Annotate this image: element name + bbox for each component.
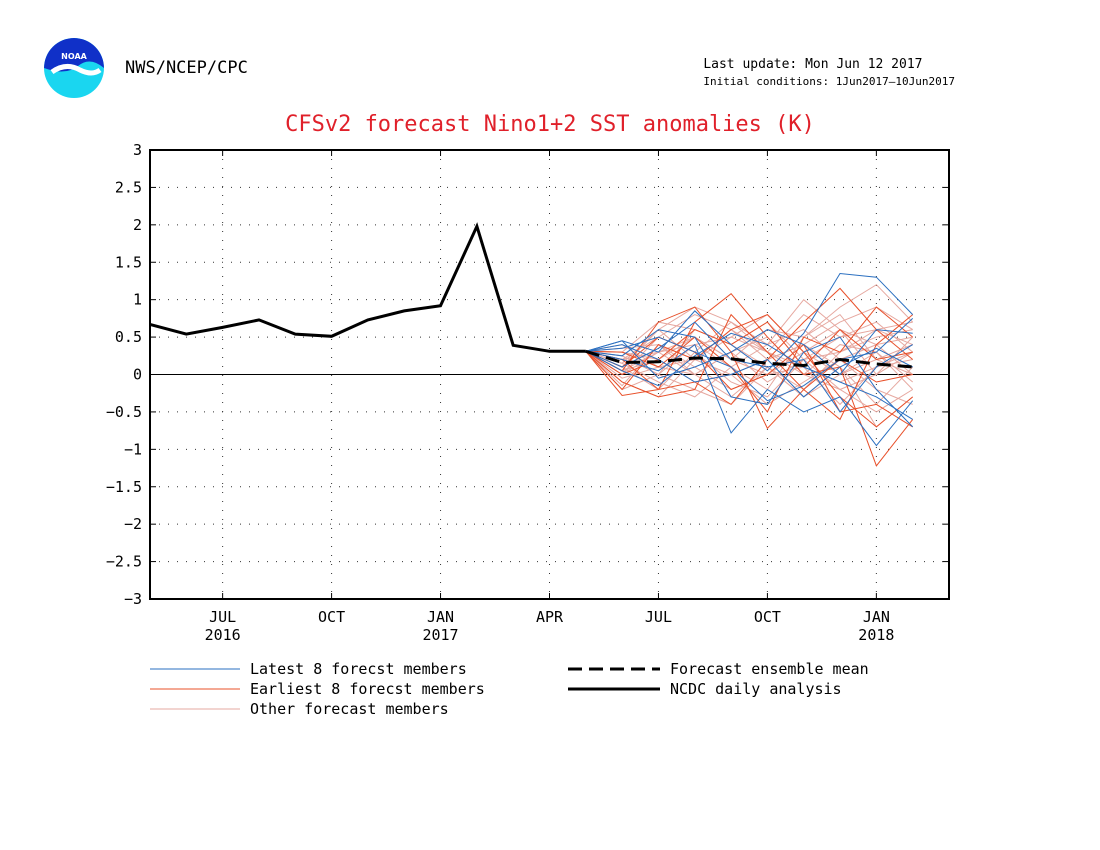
grid — [150, 150, 949, 599]
y-tick-label: 2.5 — [115, 178, 142, 196]
x-tick-label: OCT — [318, 608, 345, 626]
last-update: Last update: Mon Jun 12 2017 — [703, 57, 923, 72]
earliest-member-line — [585, 321, 913, 376]
y-tick-label: −1 — [124, 440, 142, 458]
legend-mean-label: Forecast ensemble mean — [670, 660, 869, 678]
org-label: NWS/NCEP/CPC — [125, 58, 248, 78]
x-tick-label: JUL — [645, 608, 672, 626]
analysis-line — [149, 222, 586, 353]
latest-member-line — [585, 329, 914, 428]
y-tick-label: 3 — [133, 141, 142, 159]
y-tick-label: 0 — [133, 366, 142, 384]
earliest-member-line — [585, 293, 914, 467]
x-tick-year: 2016 — [205, 626, 241, 644]
x-tick-label: OCT — [754, 608, 781, 626]
y-tick-label: −3 — [124, 590, 142, 608]
logo-top — [44, 38, 104, 72]
latest-member-line — [585, 321, 913, 413]
y-tick-label: 1 — [133, 291, 142, 309]
x-tick-label: JAN — [427, 608, 454, 626]
x-tick-label: APR — [536, 608, 564, 626]
x-tick-year: 2017 — [422, 626, 458, 644]
logo-bird — [50, 64, 102, 76]
y-tick-label: −2.5 — [106, 553, 142, 571]
y-tick-label: 0.5 — [115, 328, 142, 346]
legend-analysis-label: NCDC daily analysis — [670, 680, 842, 698]
y-tick-label: −0.5 — [106, 403, 142, 421]
main-lines — [149, 222, 913, 369]
latest-member-line — [585, 329, 913, 379]
legend-latest-label: Latest 8 forecst members — [250, 660, 467, 678]
initial-conditions: Initial conditions: 1Jun2017–10Jun2017 — [703, 75, 955, 88]
update-info: Last update: Mon Jun 12 2017 Initial con… — [703, 56, 955, 90]
latest-member-line — [585, 272, 914, 372]
forecast-members — [585, 272, 914, 467]
y-tick-label: −2 — [124, 515, 142, 533]
axes: 32.521.510.50−0.5−1−1.5−2−2.5−3JUL2016OC… — [106, 141, 950, 644]
y-tick-label: 2 — [133, 216, 142, 234]
legend-earliest-label: Earliest 8 forecst members — [250, 680, 485, 698]
ensemble-mean-line — [585, 349, 913, 369]
x-tick-label: JAN — [863, 608, 890, 626]
logo-text: NOAA — [61, 52, 87, 61]
x-tick-label: JUL — [209, 608, 236, 626]
latest-member-line — [585, 343, 914, 447]
legend: Latest 8 forecst members Earliest 8 forec… — [150, 660, 869, 718]
x-tick-year: 2018 — [858, 626, 894, 644]
plot-frame — [149, 149, 950, 600]
y-tick-label: −1.5 — [106, 478, 142, 496]
latest-member-line — [585, 344, 913, 398]
other-member-line — [585, 313, 913, 391]
y-tick-label: 1.5 — [115, 253, 142, 271]
legend-other-label: Other forecast members — [250, 700, 449, 718]
other-member-line — [585, 313, 913, 391]
chart-title: CFSv2 forecast Nino1+2 SST anomalies (K) — [285, 112, 815, 137]
